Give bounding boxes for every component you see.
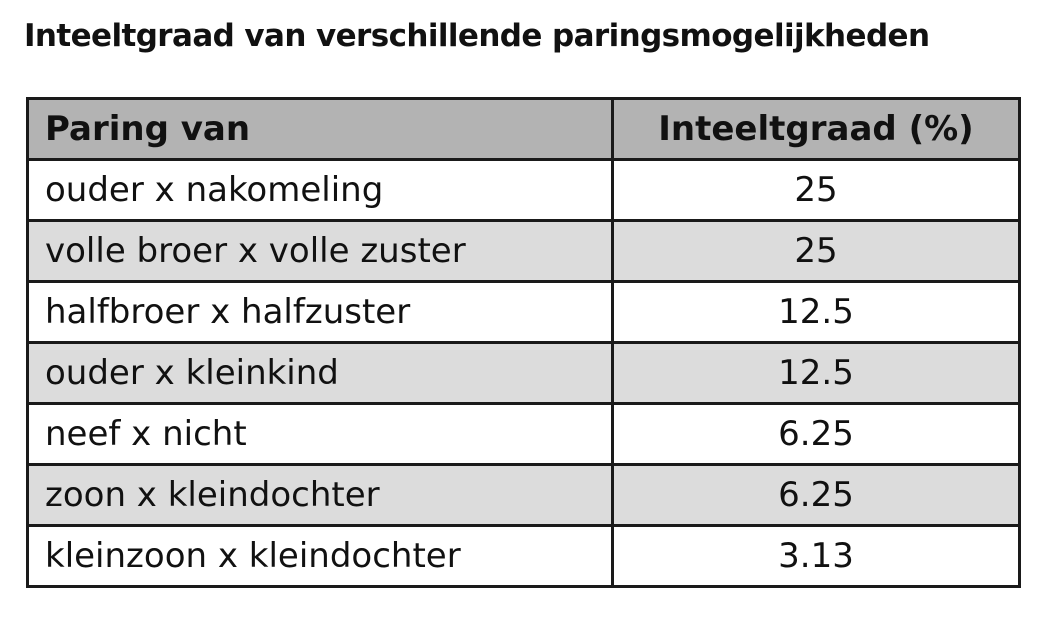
inbreeding-degree-cell: 3.13: [611, 524, 1021, 588]
column-header-inbreeding-degree: Inteeltgraad (%): [611, 97, 1021, 161]
table-row: zoon x kleindochter 6.25: [26, 463, 1021, 527]
table-row: volle broer x volle zuster 25: [26, 219, 1021, 283]
table-row: ouder x nakomeling 25: [26, 158, 1021, 222]
pairing-cell: kleinzoon x kleindochter: [26, 524, 614, 588]
pairing-cell: neef x nicht: [26, 402, 614, 466]
pairing-cell: halfbroer x halfzuster: [26, 280, 614, 344]
table-row: neef x nicht 6.25: [26, 402, 1021, 466]
inbreeding-table: Paring van Inteeltgraad (%) ouder x nako…: [26, 97, 1021, 588]
inbreeding-degree-cell: 12.5: [611, 280, 1021, 344]
pairing-cell: volle broer x volle zuster: [26, 219, 614, 283]
inbreeding-degree-cell: 25: [611, 219, 1021, 283]
page-title: Inteeltgraad van verschillende paringsmo…: [24, 18, 930, 54]
pairing-cell: ouder x nakomeling: [26, 158, 614, 222]
pairing-cell: zoon x kleindochter: [26, 463, 614, 527]
inbreeding-degree-cell: 12.5: [611, 341, 1021, 405]
pairing-cell: ouder x kleinkind: [26, 341, 614, 405]
table-row: halfbroer x halfzuster 12.5: [26, 280, 1021, 344]
table-header-row: Paring van Inteeltgraad (%): [26, 97, 1021, 161]
table-row: ouder x kleinkind 12.5: [26, 341, 1021, 405]
column-header-pairing: Paring van: [26, 97, 614, 161]
table-row: kleinzoon x kleindochter 3.13: [26, 524, 1021, 588]
inbreeding-degree-cell: 25: [611, 158, 1021, 222]
inbreeding-degree-cell: 6.25: [611, 402, 1021, 466]
inbreeding-degree-cell: 6.25: [611, 463, 1021, 527]
